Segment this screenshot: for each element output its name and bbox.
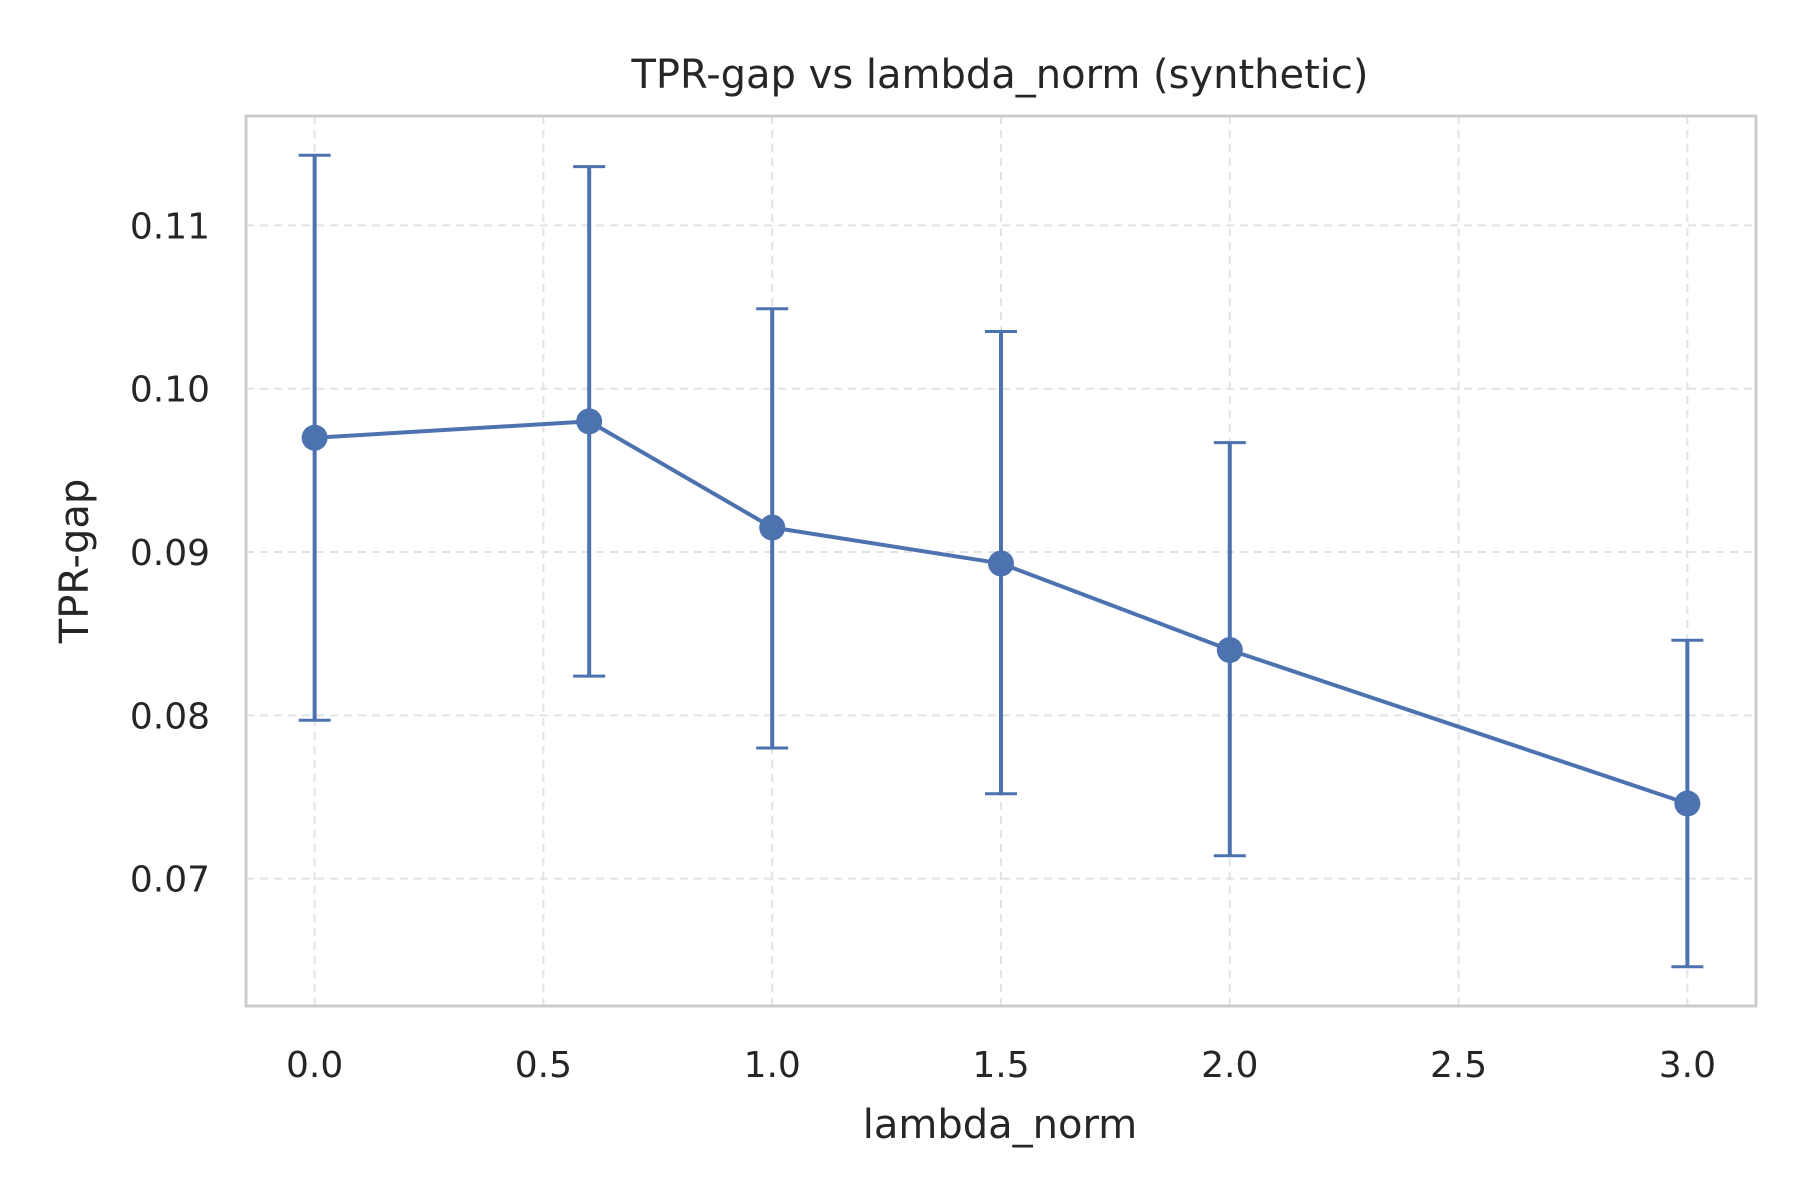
data-point (988, 550, 1014, 577)
x-tick-label: 0.5 (515, 1045, 572, 1086)
y-tick-labels: 0.07 0.08 0.09 0.10 0.11 (130, 206, 210, 900)
x-tick-label: 3.0 (1659, 1045, 1716, 1086)
x-tick-label: 2.5 (1430, 1045, 1487, 1086)
y-tick-label: 0.10 (130, 370, 210, 411)
data-point (1216, 637, 1243, 663)
chart-title: TPR-gap vs lambda_norm (synthetic) (630, 52, 1368, 98)
y-axis-label: TPR-gap (52, 479, 98, 644)
y-tick-label: 0.07 (130, 860, 210, 901)
plot-frame (244, 114, 1758, 1008)
data-point (301, 424, 328, 451)
x-tick-label: 0.0 (286, 1045, 343, 1086)
data-point (1674, 790, 1701, 817)
x-tick-label: 1.0 (744, 1045, 801, 1086)
y-tick-label: 0.09 (130, 533, 210, 574)
data-points (301, 408, 1701, 817)
x-tick-label: 2.0 (1201, 1045, 1258, 1086)
x-tick-label: 1.5 (972, 1045, 1029, 1086)
x-axis-label: lambda_norm (863, 1102, 1137, 1148)
series-line-layer (314, 419, 1688, 806)
data-point (759, 514, 786, 541)
y-tick-label: 0.11 (130, 206, 210, 247)
series-line (314, 419, 1688, 806)
data-point (576, 408, 603, 435)
y-tick-label: 0.08 (130, 696, 210, 737)
x-tick-labels: 0.0 0.5 1.0 1.5 2.0 2.5 3.0 (286, 1045, 1716, 1086)
